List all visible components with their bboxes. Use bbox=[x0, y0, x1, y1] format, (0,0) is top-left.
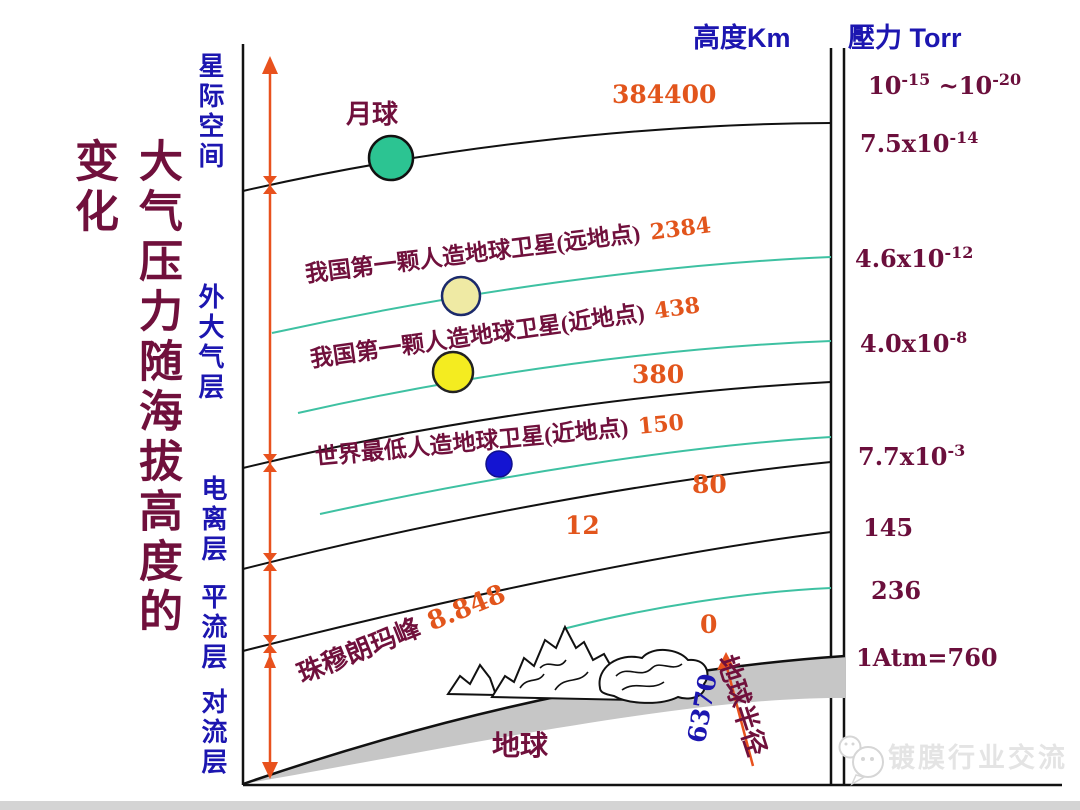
boundary-curve-380 bbox=[242, 381, 832, 469]
pressure-value-row: 1Atm=760 bbox=[856, 643, 998, 672]
pressure-base: 4.6x10 bbox=[855, 244, 945, 273]
altitude-value-380: 380 bbox=[632, 360, 685, 389]
pressure-exp: -20 bbox=[992, 70, 1022, 89]
altitude-value-0: 0 bbox=[700, 610, 718, 639]
radius-arrow-line bbox=[724, 663, 755, 767]
pressure-value-row: 4.6x10-12 bbox=[855, 243, 973, 273]
altitude-value-384400: 384400 bbox=[612, 80, 717, 109]
boundary-curve-12 bbox=[242, 531, 832, 652]
orbit-curve-438 bbox=[297, 340, 832, 414]
pressure-value-row: 7.7x10-3 bbox=[858, 441, 965, 471]
pressure-exp: -12 bbox=[944, 243, 974, 262]
pressure-exp: -14 bbox=[949, 128, 979, 147]
altitude-column-header: 高度Km bbox=[693, 23, 791, 53]
pressure-exp: -8 bbox=[949, 328, 968, 347]
layer-label-exosphere: 外大气层 bbox=[195, 283, 225, 403]
mountain-scribble bbox=[519, 659, 589, 691]
segment-marker bbox=[263, 185, 277, 194]
earth-radius-arrow bbox=[717, 652, 755, 767]
pressure-base: 4.0x10 bbox=[860, 329, 950, 358]
segment-marker bbox=[264, 654, 276, 668]
segment-marker bbox=[263, 176, 277, 185]
arrow-up-icon bbox=[717, 652, 734, 670]
chat-bubble-tail bbox=[850, 774, 866, 786]
pressure-value-row: 7.5x10-14 bbox=[860, 128, 978, 158]
bottom-bar bbox=[0, 801, 1080, 810]
orbit-curve-150 bbox=[319, 436, 832, 515]
chat-bubble-large bbox=[852, 746, 884, 778]
arrow-up-icon bbox=[262, 56, 278, 74]
pressure-base: 7.7x10 bbox=[858, 442, 948, 471]
pressure-value-row: 10-15 ~10-20 bbox=[868, 70, 1021, 100]
land-scribble-outline bbox=[598, 649, 709, 704]
layer-label-ionosphere: 电离层 bbox=[198, 475, 228, 565]
everest-level-curve bbox=[562, 587, 832, 630]
watermark-text: 镀膜行业交流 bbox=[888, 743, 1068, 773]
pressure-base: ~10 bbox=[938, 71, 993, 100]
pressure-exp: -3 bbox=[947, 441, 966, 460]
layer-label-troposphere: 对流层 bbox=[198, 688, 228, 778]
arrow-down-icon bbox=[262, 762, 278, 779]
pressure-value-row: 4.0x10-8 bbox=[860, 328, 967, 358]
foothill-outline bbox=[446, 663, 498, 697]
altitude-value-80: 80 bbox=[692, 470, 727, 499]
segment-marker bbox=[263, 644, 277, 653]
land-scribble-lines bbox=[615, 663, 683, 691]
segment-marker bbox=[263, 635, 277, 644]
pressure-value-row: 236 bbox=[871, 576, 922, 605]
orbit-curve-2384 bbox=[271, 256, 832, 334]
chat-bubble-small bbox=[838, 735, 862, 759]
satellite-dot-apogee bbox=[440, 275, 482, 317]
altitude-measure-line bbox=[262, 56, 278, 779]
moon-circle bbox=[367, 134, 415, 182]
pressure-column-header: 壓力 Torr bbox=[848, 23, 962, 53]
segment-marker bbox=[263, 454, 277, 463]
layer-label-stratosphere: 平流层 bbox=[198, 583, 228, 673]
bubble-eye bbox=[851, 742, 855, 746]
bubble-eye bbox=[870, 757, 874, 761]
segment-marker bbox=[263, 562, 277, 571]
moon-label: 月球 bbox=[346, 100, 399, 129]
pressure-base: 10 bbox=[868, 71, 902, 100]
earth-label: 地球 bbox=[492, 731, 549, 762]
altitude-value-438: 438 bbox=[652, 292, 702, 325]
bubble-eye bbox=[861, 757, 865, 761]
pressure-base: 7.5x10 bbox=[860, 129, 950, 158]
satellite-dot-lowest bbox=[485, 450, 513, 478]
pressure-value-row: 145 bbox=[863, 513, 914, 542]
moon-orbit-curve bbox=[242, 122, 832, 192]
wechat-bubbles-icon bbox=[838, 735, 884, 786]
bubble-eye bbox=[844, 742, 848, 746]
satellite-dot-perigee bbox=[431, 350, 475, 394]
segment-marker bbox=[263, 553, 277, 562]
pressure-exp: -15 bbox=[901, 70, 931, 89]
layer-label-interstellar: 星际空间 bbox=[195, 52, 225, 172]
segment-marker bbox=[263, 463, 277, 472]
altitude-value-150: 150 bbox=[636, 409, 686, 440]
boundary-curve-80 bbox=[242, 461, 832, 570]
page-title: 大气压力随海拔高度的变化 bbox=[68, 138, 181, 638]
altitude-value-12: 12 bbox=[565, 511, 600, 540]
